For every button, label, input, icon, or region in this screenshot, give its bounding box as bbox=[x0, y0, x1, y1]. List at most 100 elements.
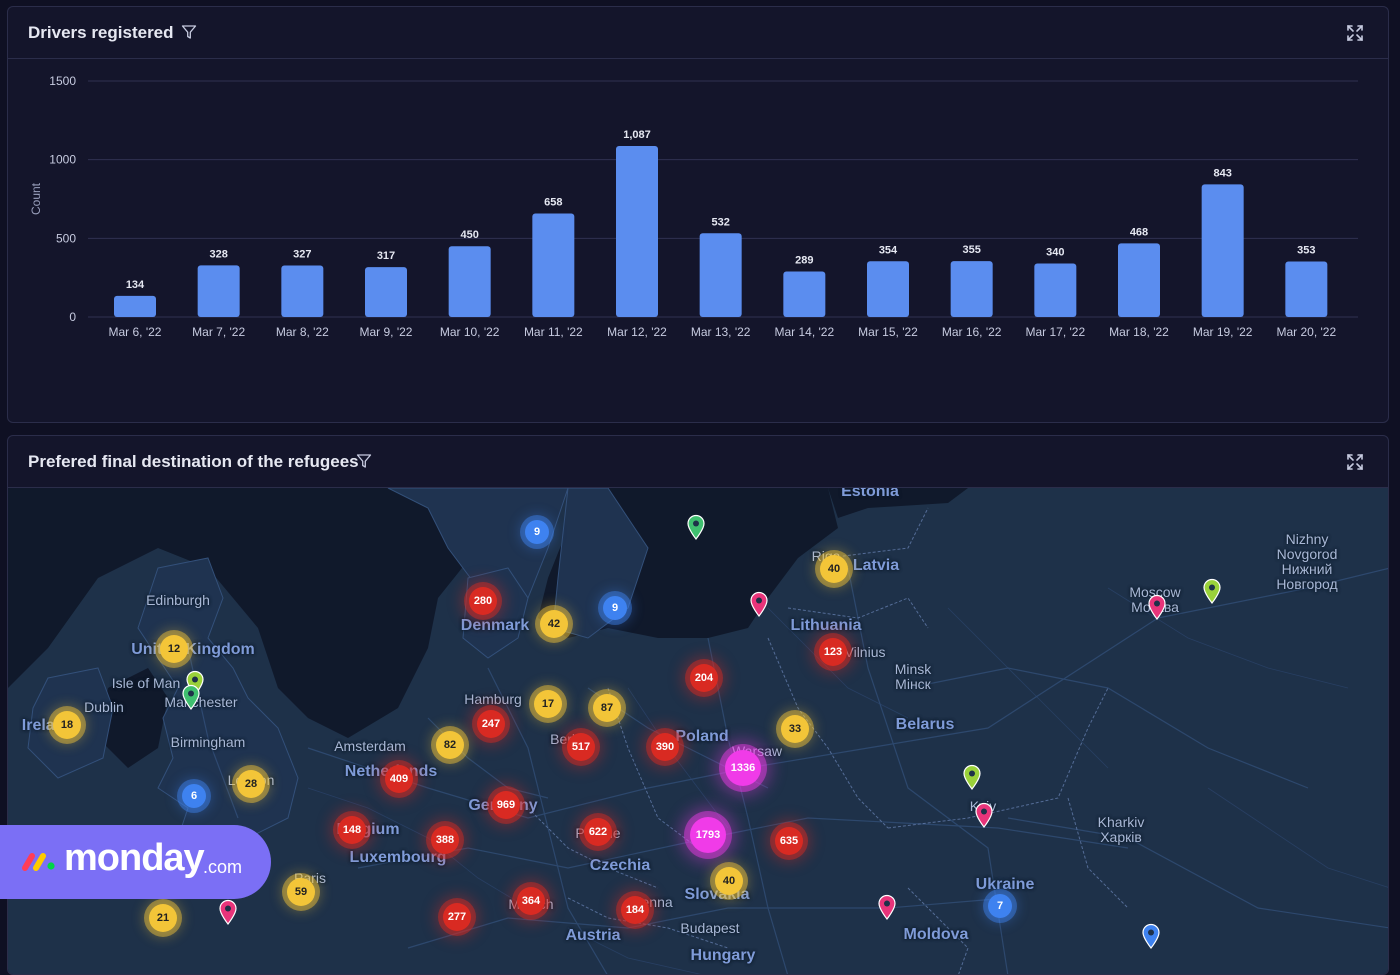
expand-icon[interactable] bbox=[1346, 453, 1364, 471]
map-cluster-marker[interactable]: 184 bbox=[621, 896, 649, 924]
country-label: Poland bbox=[675, 728, 729, 745]
map-cluster-marker[interactable]: 82 bbox=[436, 731, 464, 759]
country-label: Denmark bbox=[460, 617, 530, 634]
map-pin-icon[interactable] bbox=[1202, 578, 1222, 604]
map-pin-icon[interactable] bbox=[686, 514, 706, 540]
map-pin-icon[interactable] bbox=[974, 802, 994, 828]
bar[interactable] bbox=[114, 295, 156, 317]
map-cluster-marker[interactable]: 635 bbox=[775, 827, 803, 855]
city-label: Birmingham bbox=[170, 734, 246, 750]
bar-value-label: 354 bbox=[879, 244, 898, 256]
map-cluster-marker[interactable]: 17 bbox=[534, 690, 562, 718]
bar[interactable] bbox=[532, 213, 575, 317]
map-cluster-marker[interactable]: 390 bbox=[651, 733, 679, 761]
map-cluster-marker[interactable]: 280 bbox=[469, 587, 497, 615]
map-cluster-marker[interactable]: 409 bbox=[385, 765, 413, 793]
filter-icon[interactable] bbox=[356, 453, 372, 469]
y-tick-label: 500 bbox=[56, 231, 76, 245]
monday-wordmark-suffix: .com bbox=[203, 857, 243, 877]
map-cluster-marker[interactable]: 969 bbox=[492, 791, 520, 819]
x-tick-label: Mar 6, '22 bbox=[109, 325, 162, 339]
map-cluster-marker[interactable]: 21 bbox=[149, 904, 177, 932]
map-pin-icon[interactable] bbox=[218, 899, 238, 925]
bar[interactable] bbox=[1118, 243, 1160, 317]
map-pin-icon[interactable] bbox=[181, 684, 201, 710]
map-cluster-marker[interactable]: 622 bbox=[584, 818, 612, 846]
country-label: Hungary bbox=[690, 947, 756, 964]
bar-value-label: 340 bbox=[1046, 247, 1064, 259]
map-cluster-marker[interactable]: 42 bbox=[540, 610, 568, 638]
map-cluster-marker[interactable]: 9 bbox=[525, 520, 549, 544]
x-tick-label: Mar 13, '22 bbox=[691, 325, 751, 339]
map-cluster-marker[interactable]: 33 bbox=[781, 715, 809, 743]
country-label: Estonia bbox=[841, 488, 899, 500]
filter-icon[interactable] bbox=[181, 24, 197, 40]
bar[interactable] bbox=[281, 265, 324, 317]
map-cluster-marker[interactable]: 9 bbox=[603, 596, 627, 620]
map-cluster-marker[interactable]: 364 bbox=[517, 887, 545, 915]
bar-value-label: 289 bbox=[795, 255, 813, 267]
bar[interactable] bbox=[448, 246, 491, 317]
map-cluster-marker[interactable]: 517 bbox=[567, 733, 595, 761]
map-cluster-marker[interactable]: 6 bbox=[182, 784, 206, 808]
europe-map[interactable]: Estonia Latvia Lithuania Denmark United King… bbox=[8, 488, 1388, 974]
map-cluster-marker[interactable]: 59 bbox=[287, 878, 315, 906]
gulf-of-finland bbox=[828, 488, 968, 518]
map-cluster-marker[interactable]: 1336 bbox=[725, 750, 761, 786]
bar[interactable] bbox=[1285, 261, 1328, 317]
map-cluster-marker[interactable]: 204 bbox=[690, 664, 718, 692]
map-cluster-marker[interactable]: 277 bbox=[443, 903, 471, 931]
map-cluster-marker[interactable]: 18 bbox=[53, 711, 81, 739]
chart-panel-title: Drivers registered bbox=[28, 23, 174, 42]
map-cluster-marker[interactable]: 28 bbox=[237, 770, 265, 798]
bar[interactable] bbox=[783, 271, 826, 317]
country-label: Czechia bbox=[589, 857, 651, 874]
x-tick-label: Mar 16, '22 bbox=[942, 325, 1002, 339]
map-cluster-marker[interactable]: 388 bbox=[431, 826, 459, 854]
bar-value-label: 355 bbox=[962, 244, 980, 256]
map-cluster-marker[interactable]: 12 bbox=[160, 635, 188, 663]
bar[interactable] bbox=[950, 261, 993, 317]
bar[interactable] bbox=[197, 265, 240, 317]
map-cluster-marker[interactable]: 247 bbox=[477, 710, 505, 738]
chart-panel-header: Drivers registered bbox=[8, 7, 1388, 59]
map-cluster-marker[interactable]: 148 bbox=[338, 816, 366, 844]
map-cluster-marker[interactable]: 1793 bbox=[690, 817, 726, 853]
x-tick-label: Mar 8, '22 bbox=[276, 325, 329, 339]
country-label: Latvia bbox=[852, 557, 900, 574]
city-label: Нижний bbox=[1281, 561, 1333, 577]
country-label: United Kingdom bbox=[131, 641, 255, 658]
map-cluster-marker[interactable]: 40 bbox=[715, 867, 743, 895]
city-label: Edinburgh bbox=[146, 592, 210, 608]
bar-value-label: 134 bbox=[126, 279, 145, 291]
city-label: Minsk bbox=[894, 661, 932, 677]
city-label: Харків bbox=[1100, 829, 1142, 845]
map-cluster-marker[interactable]: 87 bbox=[593, 694, 621, 722]
bar[interactable] bbox=[867, 261, 909, 317]
map-pin-icon[interactable] bbox=[1141, 923, 1161, 949]
country-label: Austria bbox=[565, 927, 621, 944]
expand-icon[interactable] bbox=[1346, 24, 1364, 42]
x-tick-label: Mar 10, '22 bbox=[440, 325, 500, 339]
city-label: Moscow bbox=[1129, 584, 1181, 600]
map-cluster-marker[interactable]: 7 bbox=[988, 894, 1012, 918]
country-label: Luxembourg bbox=[349, 849, 447, 866]
bar[interactable] bbox=[699, 233, 742, 317]
bar-value-label: 327 bbox=[293, 249, 311, 261]
map-pin-icon[interactable] bbox=[1147, 594, 1167, 620]
map-pin-icon[interactable] bbox=[749, 591, 769, 617]
bar[interactable] bbox=[365, 267, 407, 317]
city-label: Novgorod bbox=[1276, 546, 1338, 562]
y-tick-label: 1000 bbox=[49, 153, 76, 167]
city-label: Isle of Man bbox=[111, 675, 181, 691]
map-cluster-marker[interactable]: 123 bbox=[819, 638, 847, 666]
map-cluster-marker[interactable]: 40 bbox=[820, 555, 848, 583]
bar[interactable] bbox=[1201, 184, 1244, 317]
north-sea bbox=[8, 488, 488, 738]
map-pin-icon[interactable] bbox=[962, 764, 982, 790]
bar[interactable] bbox=[1034, 263, 1077, 317]
bar[interactable] bbox=[616, 145, 658, 317]
x-tick-label: Mar 19, '22 bbox=[1193, 325, 1253, 339]
map-pin-icon[interactable] bbox=[877, 894, 897, 920]
city-label: Manchester bbox=[164, 694, 238, 710]
